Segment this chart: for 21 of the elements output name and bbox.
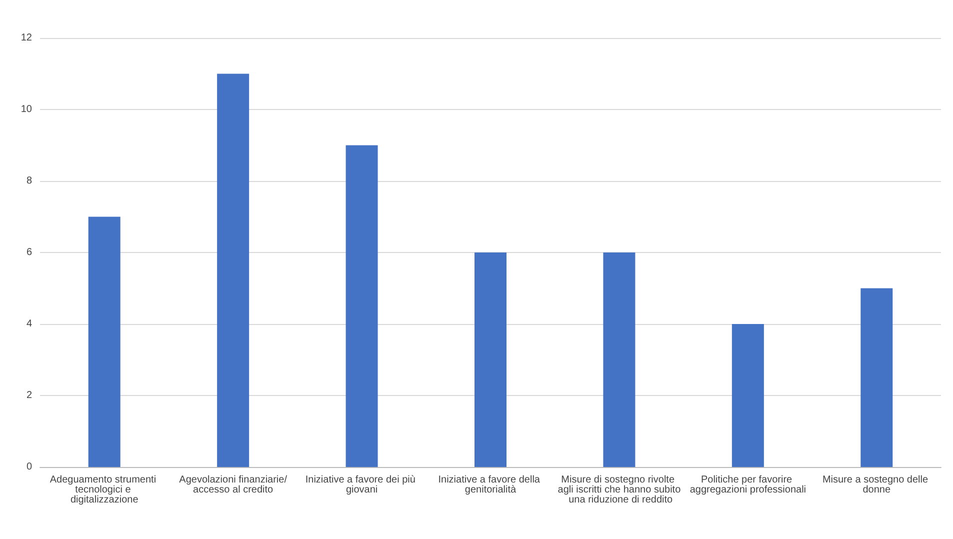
x-tick-label: Iniziative a favore della genitorialità (438, 474, 543, 496)
bar (732, 324, 764, 467)
y-tick-label: 2 (26, 390, 32, 401)
bar (88, 216, 120, 467)
y-tick-label: 4 (26, 318, 32, 330)
bar (860, 288, 893, 467)
x-tick-label: Adeguamento strumenti tecnologici e digitalizzazione (50, 474, 159, 506)
bar (217, 74, 250, 467)
x-tick-label: Politiche per favorire aggregazioni professionali (690, 474, 806, 496)
x-tick-label: Misure a sostegno delle donne (822, 474, 931, 496)
y-tick-label: 10 (20, 104, 32, 115)
x-tick-label: Misure di sostegno rivolte agli iscritti che hanno subito una riduzione di reddito (558, 474, 682, 506)
y-tick-label: 8 (26, 176, 32, 186)
bar (346, 145, 378, 467)
y-tick-label: 6 (26, 247, 32, 258)
y-tick-label: 0 (26, 462, 32, 472)
x-tick-label: Iniziative a favore dei più giovani (305, 474, 418, 496)
y-tick-label: 12 (20, 32, 32, 44)
bar (603, 252, 636, 467)
x-tick-label: Agevolazioni finanziarie/accesso al credito (179, 474, 288, 496)
bar (474, 252, 506, 467)
